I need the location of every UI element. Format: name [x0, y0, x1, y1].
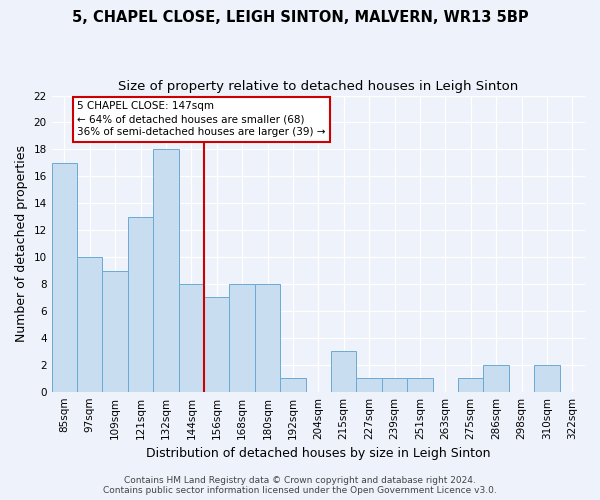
Bar	[407, 378, 433, 392]
Bar	[382, 378, 407, 392]
Text: 5, CHAPEL CLOSE, LEIGH SINTON, MALVERN, WR13 5BP: 5, CHAPEL CLOSE, LEIGH SINTON, MALVERN, …	[71, 10, 529, 25]
Bar	[280, 378, 305, 392]
Bar	[229, 284, 255, 392]
Bar	[484, 365, 509, 392]
Bar	[356, 378, 382, 392]
Text: 5 CHAPEL CLOSE: 147sqm
← 64% of detached houses are smaller (68)
36% of semi-det: 5 CHAPEL CLOSE: 147sqm ← 64% of detached…	[77, 101, 326, 138]
Title: Size of property relative to detached houses in Leigh Sinton: Size of property relative to detached ho…	[118, 80, 518, 93]
Y-axis label: Number of detached properties: Number of detached properties	[15, 145, 28, 342]
Bar	[179, 284, 204, 392]
Bar	[255, 284, 280, 392]
X-axis label: Distribution of detached houses by size in Leigh Sinton: Distribution of detached houses by size …	[146, 447, 491, 460]
Bar	[331, 352, 356, 392]
Bar	[52, 163, 77, 392]
Bar	[204, 298, 229, 392]
Bar	[103, 270, 128, 392]
Bar	[153, 150, 179, 392]
Bar	[77, 257, 103, 392]
Bar	[534, 365, 560, 392]
Text: Contains HM Land Registry data © Crown copyright and database right 2024.
Contai: Contains HM Land Registry data © Crown c…	[103, 476, 497, 495]
Bar	[458, 378, 484, 392]
Bar	[128, 216, 153, 392]
